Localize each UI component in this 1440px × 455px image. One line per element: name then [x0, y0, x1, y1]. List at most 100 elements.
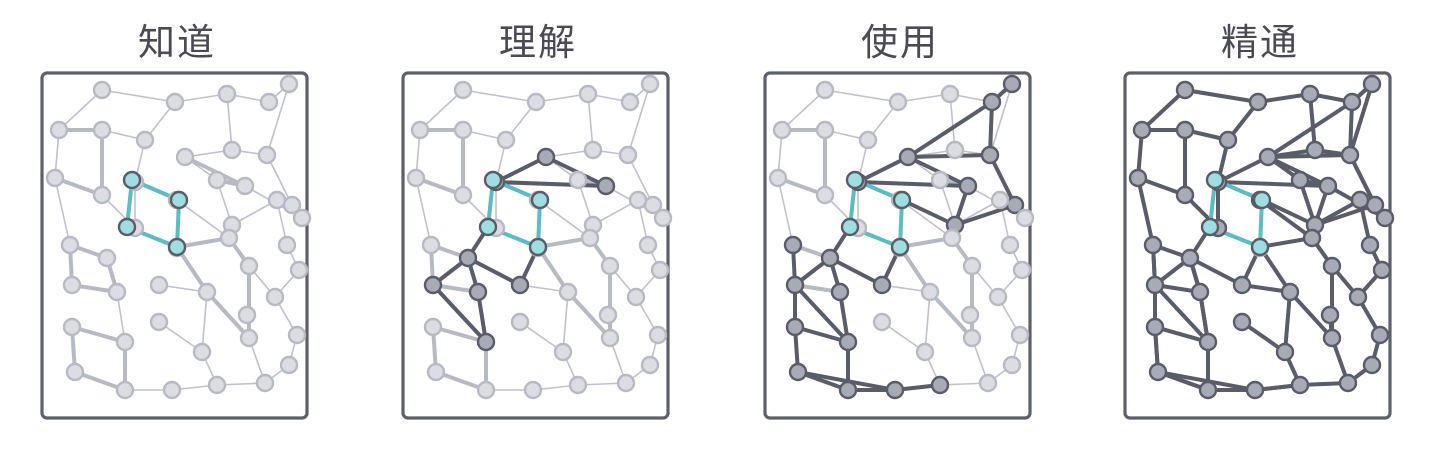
network-edge: [824, 89, 899, 103]
network-node: [92, 185, 112, 205]
network-node: [640, 74, 660, 94]
network-node: [235, 176, 255, 196]
network-node: [162, 380, 182, 400]
network-node: [598, 305, 618, 325]
network-node: [580, 228, 600, 248]
network-node: [628, 190, 648, 210]
network-edge: [266, 83, 290, 156]
network-node: [772, 120, 792, 140]
network-node: [496, 130, 516, 150]
network-node: [558, 282, 578, 302]
network-node: [1320, 305, 1340, 325]
network-node: [421, 235, 441, 255]
network-node: [1322, 256, 1342, 276]
network-node: [62, 317, 82, 337]
network-node: [197, 282, 217, 302]
network-node: [289, 260, 309, 280]
network-node: [960, 305, 980, 325]
network-node: [1375, 208, 1395, 228]
network-node: [888, 92, 908, 112]
network-edge: [1266, 100, 1354, 159]
network-edge: [1348, 82, 1374, 157]
network-edge: [466, 256, 522, 287]
network-node: [1218, 130, 1238, 150]
network-node: [1318, 176, 1338, 196]
network-node: [890, 237, 910, 257]
network-edge: [988, 153, 1017, 207]
network-node: [115, 380, 135, 400]
network-diagram: [763, 71, 1035, 420]
network-node: [962, 256, 982, 276]
network-edge: [562, 291, 569, 353]
network-edge: [201, 291, 208, 353]
network-node: [1145, 275, 1165, 295]
network-node: [815, 120, 835, 140]
network-node: [60, 235, 80, 255]
network-edge: [1283, 290, 1292, 354]
network-node: [222, 140, 242, 160]
stage-title: 精通: [1221, 21, 1299, 64]
network-edge: [566, 290, 612, 340]
network-node: [1002, 74, 1022, 94]
network-node: [1342, 92, 1362, 112]
network-node: [915, 342, 935, 362]
network-node: [115, 332, 135, 352]
network-edge: [627, 154, 654, 206]
network-node: [1350, 190, 1370, 210]
network-node: [169, 190, 189, 210]
network-node: [219, 228, 239, 248]
network-node: [988, 287, 1008, 307]
network-node: [1143, 235, 1163, 255]
network-node: [1010, 325, 1030, 345]
network-node: [92, 120, 112, 140]
network-node: [1280, 282, 1300, 302]
network-node: [1322, 328, 1342, 348]
network-node: [92, 80, 112, 100]
network-node: [885, 380, 905, 400]
network-node: [117, 217, 137, 237]
network-edge: [856, 180, 970, 188]
network-node: [600, 328, 620, 348]
network-node: [618, 145, 638, 165]
network-node: [1175, 80, 1195, 100]
network-node: [1338, 373, 1358, 393]
network-node: [149, 275, 169, 295]
network-node: [530, 190, 550, 210]
network-node: [1290, 170, 1310, 190]
network-edge: [1216, 155, 1270, 184]
network-node: [526, 92, 546, 112]
network-node: [107, 282, 127, 302]
network-node: [1175, 120, 1195, 140]
network-node: [468, 282, 488, 302]
network-node: [257, 145, 277, 165]
network-edge: [494, 155, 548, 184]
network-node: [840, 217, 860, 237]
stage-panel-use: 使用: [750, 0, 1050, 455]
network-node: [768, 168, 788, 188]
network-node: [149, 312, 169, 332]
network-node: [510, 275, 530, 295]
network-edge: [777, 177, 794, 246]
network-node: [1302, 228, 1322, 248]
network-node: [1128, 168, 1148, 188]
network-node: [600, 256, 620, 276]
network-node: [978, 373, 998, 393]
network-node: [45, 168, 65, 188]
network-edge: [953, 203, 1017, 227]
network-node: [406, 168, 426, 188]
network-node: [62, 275, 82, 295]
network-node: [476, 332, 496, 352]
network-edge: [793, 283, 850, 344]
network-node: [785, 275, 805, 295]
stage-panel-know: 知道: [27, 0, 327, 455]
network-edge: [1308, 92, 1317, 152]
network-node: [1200, 217, 1220, 237]
network-node: [453, 80, 473, 100]
network-node: [510, 312, 530, 332]
network-node: [820, 248, 840, 268]
network-node: [1145, 317, 1165, 337]
network-node: [958, 176, 978, 196]
network-edge: [1313, 203, 1377, 227]
network-edge: [1183, 88, 1260, 104]
network-node: [940, 84, 960, 104]
